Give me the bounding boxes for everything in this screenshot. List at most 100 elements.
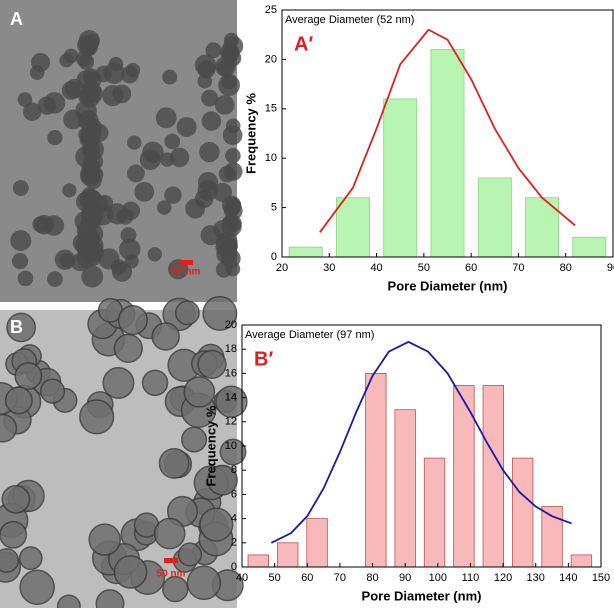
particle [0, 414, 18, 443]
particle [197, 349, 227, 379]
bar [482, 385, 504, 568]
particle [134, 181, 155, 202]
particle [201, 89, 219, 107]
particle [43, 215, 65, 236]
particle [0, 548, 20, 573]
particle [61, 81, 81, 100]
particle [19, 569, 55, 605]
scale-bar [164, 558, 178, 563]
particle [10, 230, 32, 252]
particle [126, 164, 145, 183]
y-tick-label: 6 [231, 488, 237, 500]
bar [477, 177, 512, 258]
particle [169, 147, 190, 168]
particle [81, 265, 104, 288]
particle [125, 62, 141, 78]
particle [111, 261, 133, 282]
particle [74, 211, 95, 232]
x-tick-label: 110 [462, 572, 480, 584]
x-tick-label: 120 [494, 572, 512, 584]
chart-panel-label: B′ [254, 348, 273, 370]
y-tick-label: 2 [231, 537, 237, 549]
particle [164, 133, 181, 150]
tem-particles [0, 295, 248, 608]
particle [206, 464, 238, 496]
particle [17, 92, 33, 107]
x-tick-label: 150 [592, 572, 610, 584]
bar [430, 49, 465, 258]
particle [151, 322, 180, 351]
x-tick-label: 130 [527, 572, 545, 584]
bar [423, 457, 446, 568]
x-tick-label: 90 [607, 262, 614, 274]
bar [511, 457, 534, 568]
particle [78, 127, 94, 143]
scale-bar [179, 260, 193, 265]
particle [183, 376, 216, 408]
y-axis-label: Frequency % [243, 93, 258, 174]
x-axis-label: Pore Diameter (nm) [388, 278, 508, 293]
y-tick-label: 4 [231, 513, 237, 525]
particle [6, 312, 36, 343]
y-tick-label: 10 [265, 152, 277, 164]
particle [47, 130, 63, 146]
particle [139, 149, 161, 171]
particle [39, 378, 66, 404]
fit-curve [319, 28, 576, 233]
particle [47, 271, 63, 287]
particle [219, 438, 247, 466]
particle [127, 135, 142, 150]
particle [62, 183, 77, 198]
x-tick-label: 30 [323, 262, 335, 274]
panel-label: A [10, 9, 23, 29]
bar [365, 372, 387, 568]
x-tick-label: 90 [399, 572, 411, 584]
particle [225, 147, 241, 164]
bar [306, 518, 328, 568]
particle [95, 589, 125, 608]
x-axis-label: Pore Diameter (nm) [362, 588, 482, 603]
particle [220, 73, 237, 90]
y-tick-label: 12 [225, 416, 237, 428]
bar [383, 98, 418, 258]
particle [181, 426, 208, 453]
particle [88, 523, 121, 556]
x-tick-label: 140 [559, 572, 577, 584]
x-tick-label: 80 [560, 262, 572, 274]
x-tick-label: 40 [236, 572, 248, 584]
particle [43, 92, 66, 114]
particle [18, 546, 43, 571]
particle [194, 54, 217, 76]
chart-panel-label: A′ [294, 33, 313, 55]
particle [186, 565, 222, 601]
particle [223, 162, 243, 181]
particle [81, 114, 98, 131]
particle [164, 186, 182, 204]
particle [121, 201, 141, 220]
particle [153, 517, 186, 550]
particle [31, 52, 51, 72]
particle [162, 69, 178, 85]
particle [0, 520, 28, 549]
x-tick-label: 100 [429, 572, 447, 584]
particle [80, 166, 100, 187]
particle [141, 369, 169, 397]
particle [78, 53, 95, 70]
bar [277, 542, 299, 568]
panel-label: B [10, 317, 23, 337]
particle [162, 575, 189, 603]
particle [11, 252, 29, 270]
particle [102, 366, 135, 399]
particle [215, 261, 233, 278]
particle [22, 102, 42, 121]
x-tick-label: 70 [334, 572, 346, 584]
tem-image [0, 0, 237, 302]
tem-particles [10, 30, 244, 288]
x-tick-label: 60 [465, 262, 477, 274]
particle [201, 111, 222, 131]
particle [54, 249, 76, 270]
particle [200, 225, 221, 246]
bar [572, 236, 607, 258]
bar [247, 554, 269, 568]
particle [158, 447, 190, 479]
